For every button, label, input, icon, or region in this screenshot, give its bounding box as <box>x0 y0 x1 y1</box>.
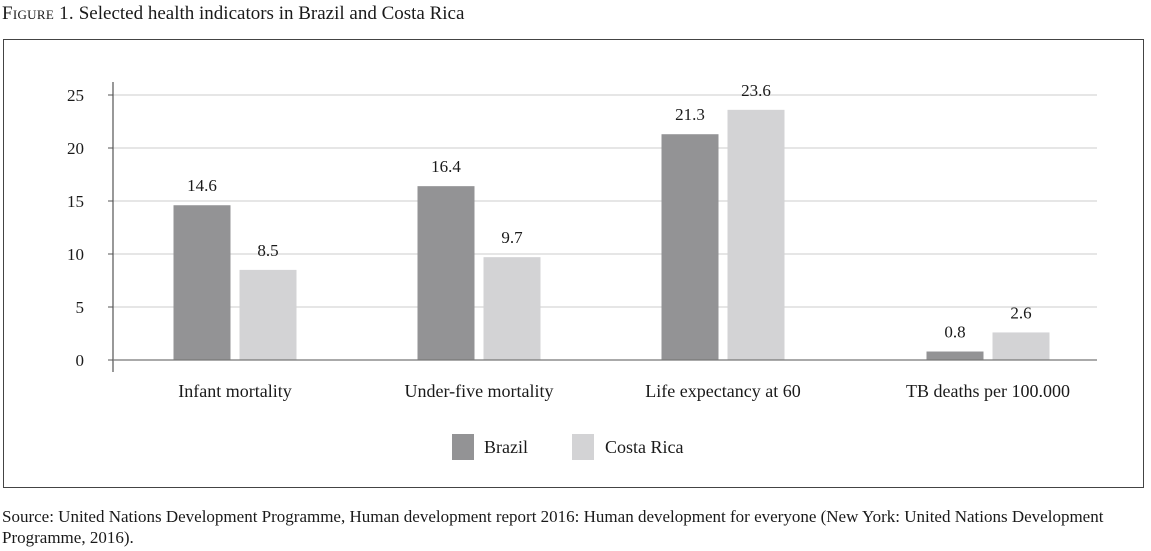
data-label: 23.6 <box>741 81 771 100</box>
gridlines <box>113 94 1097 308</box>
category-label: Under-five mortality <box>404 381 553 401</box>
chart-frame <box>3 39 1144 488</box>
data-labels: 14.6 16.4 21.3 0.8 8.5 9.7 23.6 2.6 <box>187 81 1032 342</box>
category-label: TB deaths per 100.000 <box>906 381 1070 401</box>
data-label: 0.8 <box>944 323 965 342</box>
axes: 0 5 10 15 20 25 Infant mortality Under-five mor… <box>67 82 1097 401</box>
data-label: 14.6 <box>187 176 217 195</box>
data-label: 2.6 <box>1010 303 1031 322</box>
category-label: Life expectancy at 60 <box>645 381 800 401</box>
figure-title: Figure 1. Selected health indicators in … <box>2 2 464 26</box>
legend-label: Brazil <box>484 437 528 457</box>
legend-swatch <box>572 434 594 460</box>
bar <box>661 134 719 360</box>
bar <box>727 109 785 360</box>
bars <box>173 109 1050 360</box>
legend-label: Costa Rica <box>605 437 684 457</box>
category-label: Infant mortality <box>178 381 291 401</box>
bar <box>926 351 984 360</box>
data-label: 8.5 <box>257 241 278 260</box>
legend-swatch <box>452 434 474 460</box>
data-label: 16.4 <box>431 157 461 176</box>
y-tick-label: 20 <box>67 139 84 158</box>
y-tick-label: 10 <box>67 245 84 264</box>
y-tick-label: 5 <box>76 298 85 317</box>
y-tick-label: 25 <box>67 86 84 105</box>
y-tick-label: 15 <box>67 192 84 211</box>
figure-label: Figure 1. <box>2 3 74 24</box>
data-label: 9.7 <box>501 228 523 247</box>
bar <box>417 186 475 360</box>
source-note: Source: United Nations Development Progr… <box>2 507 1104 547</box>
figure-title-text: Selected health indicators in Brazil and… <box>78 3 465 24</box>
data-label: 21.3 <box>675 105 705 124</box>
bar <box>483 257 541 360</box>
bar <box>239 269 297 360</box>
legend: Brazil Costa Rica <box>452 434 684 460</box>
y-tick-label: 0 <box>76 351 85 370</box>
bar <box>173 205 231 360</box>
bar <box>992 332 1050 360</box>
